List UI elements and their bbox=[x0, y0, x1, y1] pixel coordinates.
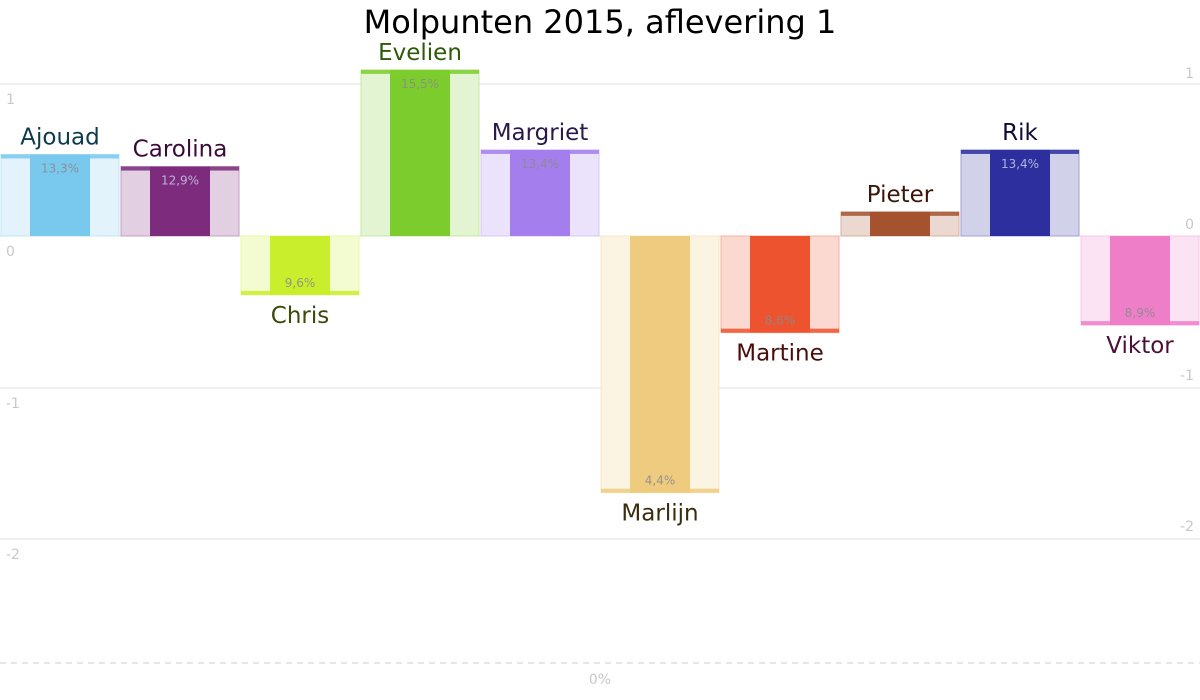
bar-cap bbox=[961, 149, 1079, 154]
y-tick-label-right: 0 bbox=[1185, 217, 1194, 233]
y-tick-label-left: 0 bbox=[6, 244, 15, 260]
bar bbox=[30, 154, 90, 236]
percent-label: 4,4% bbox=[645, 474, 676, 488]
category-label: Ajouad bbox=[20, 124, 99, 150]
percent-label: 13,3% bbox=[41, 161, 79, 175]
bar-group: 13,4% Rik bbox=[960, 120, 1080, 237]
percent-label: 9,6% bbox=[285, 276, 316, 290]
bar-group: 8,6% Martine bbox=[720, 235, 840, 367]
bar-group: 8,9% Viktor bbox=[1080, 235, 1200, 359]
category-label: Marlijn bbox=[621, 501, 698, 527]
bar bbox=[750, 236, 810, 333]
category-label: Margriet bbox=[492, 120, 589, 146]
bar-group: 12,9% Carolina bbox=[120, 137, 240, 237]
bar bbox=[630, 236, 690, 493]
bar bbox=[150, 166, 210, 236]
bar-cap bbox=[721, 328, 839, 333]
bar-cap bbox=[241, 290, 359, 295]
y-tick-label-left: -1 bbox=[6, 396, 20, 412]
percent-label: 13,4% bbox=[1001, 157, 1039, 171]
category-label: Chris bbox=[271, 303, 329, 329]
y-tick-label-right: 1 bbox=[1185, 66, 1194, 82]
bar-cap bbox=[481, 149, 599, 154]
bar bbox=[510, 149, 570, 236]
bar-cap bbox=[121, 166, 239, 171]
percent-label: 13,4% bbox=[521, 157, 559, 171]
bar-cap bbox=[1081, 321, 1199, 326]
bar bbox=[870, 211, 930, 236]
bar-group: 13,4% Margriet bbox=[480, 120, 600, 237]
bar-group: 9,6% Chris bbox=[240, 235, 360, 329]
bar-group: 4,4% Marlijn bbox=[600, 235, 720, 527]
category-label: Carolina bbox=[133, 137, 228, 163]
bar-cap bbox=[601, 488, 719, 493]
bar bbox=[990, 149, 1050, 236]
bar bbox=[270, 236, 330, 295]
y-tick-label-left: -2 bbox=[6, 547, 20, 563]
category-label: Pieter bbox=[867, 182, 934, 208]
category-label: Martine bbox=[736, 341, 824, 367]
bars: 13,3% Ajouad 12,9% Carolina 9,6% Chris 15,5% Ev… bbox=[0, 40, 1200, 527]
y-tick-label-left: 1 bbox=[6, 92, 15, 108]
bar-group: 15,5% Evelien bbox=[360, 40, 480, 237]
bar-group: 13,3% Ajouad bbox=[0, 124, 120, 237]
y-tick-label-right: -2 bbox=[1180, 519, 1194, 535]
percent-label: 8,9% bbox=[1125, 306, 1156, 320]
category-label: Viktor bbox=[1106, 333, 1174, 359]
y-tick-label-right: -1 bbox=[1180, 368, 1194, 384]
bar-cap bbox=[361, 69, 479, 74]
bar-cap bbox=[1, 154, 119, 159]
percent-label: 15,5% bbox=[401, 77, 439, 91]
percent-label: 8,6% bbox=[765, 314, 796, 328]
bar-cap bbox=[841, 211, 959, 216]
bar bbox=[390, 69, 450, 237]
bottom-percent-label: 0% bbox=[589, 672, 611, 688]
category-label: Rik bbox=[1002, 120, 1038, 146]
y-axis-ticks: 1 0 -1 -2 1 0 -1 -2 bbox=[6, 66, 1194, 563]
bar-group: Pieter bbox=[840, 182, 960, 237]
bar bbox=[1110, 236, 1170, 326]
percent-label: 12,9% bbox=[161, 174, 199, 188]
category-label: Evelien bbox=[378, 40, 462, 66]
chart-title: Molpunten 2015, aflevering 1 bbox=[364, 3, 837, 41]
